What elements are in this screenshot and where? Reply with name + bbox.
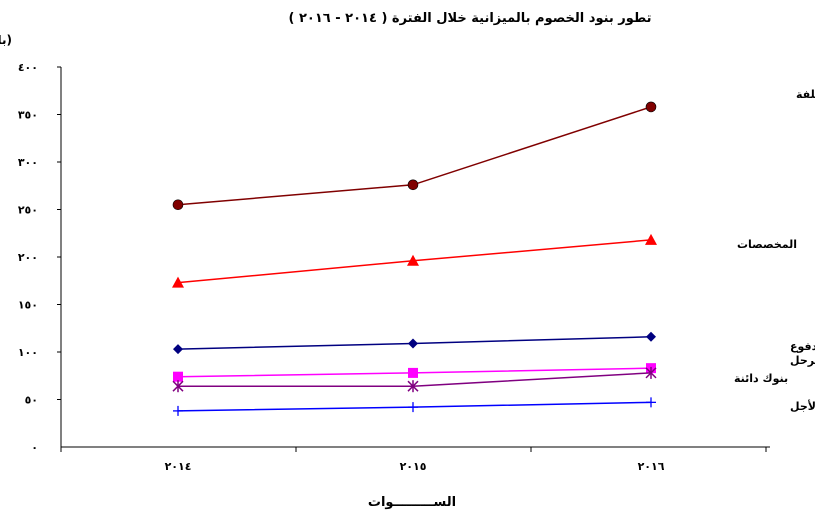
- y-tick-label: ٠: [31, 441, 38, 454]
- series-group: [172, 101, 657, 416]
- data-point: [173, 344, 183, 355]
- y-tick-label: ٣٠٠: [18, 156, 38, 169]
- data-point: [172, 199, 184, 211]
- y-tick-label: ٣٥٠: [18, 109, 38, 122]
- data-point: [407, 380, 419, 393]
- y-tick-label: ١٥٠: [18, 299, 38, 312]
- series-1: [172, 101, 657, 211]
- series-2: [172, 233, 657, 288]
- data-point: [407, 254, 419, 266]
- data-point: [172, 380, 184, 393]
- tick-labels: ٠ ٥٠ ١٠٠ ١٥٠ ٢٠٠ ٢٥٠ ٣٠٠ ٣٥٠ ٤٠٠ ٢٠١٤ ٢٠١٥ ٢٠١٦: [18, 61, 665, 473]
- y-axis-label: (بالمليار جنيه): [0, 33, 12, 47]
- chart-title: تطور بنود الخصوم بالميزانية خلال الفترة …: [289, 11, 652, 26]
- data-point: [408, 338, 418, 349]
- y-tick-label: ٢٥٠: [18, 204, 38, 217]
- x-axis-label: الســـــــــوات: [368, 495, 456, 510]
- series-label: الإحتياطيات والفائض المرحل: [790, 354, 815, 367]
- data-point: [646, 331, 656, 342]
- series-3: [173, 331, 656, 355]
- data-point: [173, 405, 183, 416]
- x-tick-label: ٢٠١٥: [400, 460, 427, 473]
- data-point: [408, 367, 418, 378]
- axes: [57, 66, 770, 452]
- data-point: [646, 397, 656, 408]
- y-tick-label: ١٠٠: [18, 346, 38, 359]
- data-point: [408, 402, 418, 413]
- series-5: [172, 366, 657, 393]
- series-labels: دائنون وحسابات دائنة مختلفة المخصصات رأس ا…: [734, 88, 815, 413]
- y-tick-label: ٤٠٠: [18, 61, 38, 74]
- data-point: [645, 366, 657, 379]
- data-point: [407, 179, 419, 191]
- series-label: دائنون وحسابات دائنة مختلفة: [796, 88, 815, 101]
- series-line: [177, 106, 652, 206]
- data-point: [645, 233, 657, 245]
- series-label: المخصصات: [737, 238, 797, 251]
- series-label: التزامات طويلة الأجل: [790, 399, 815, 413]
- series-label: بنوك دائنة: [734, 372, 788, 385]
- x-tick-label: ٢٠١٤: [165, 460, 192, 473]
- x-tick-label: ٢٠١٦: [638, 460, 665, 473]
- data-point: [173, 371, 183, 382]
- series-label: رأس المال المدفوع: [790, 339, 815, 353]
- series-4: [173, 363, 656, 382]
- data-point: [645, 101, 657, 113]
- y-tick-label: ٢٠٠: [18, 251, 38, 264]
- data-point: [172, 276, 184, 288]
- series-6: [173, 397, 656, 416]
- y-tick-label: ٥٠: [25, 394, 38, 407]
